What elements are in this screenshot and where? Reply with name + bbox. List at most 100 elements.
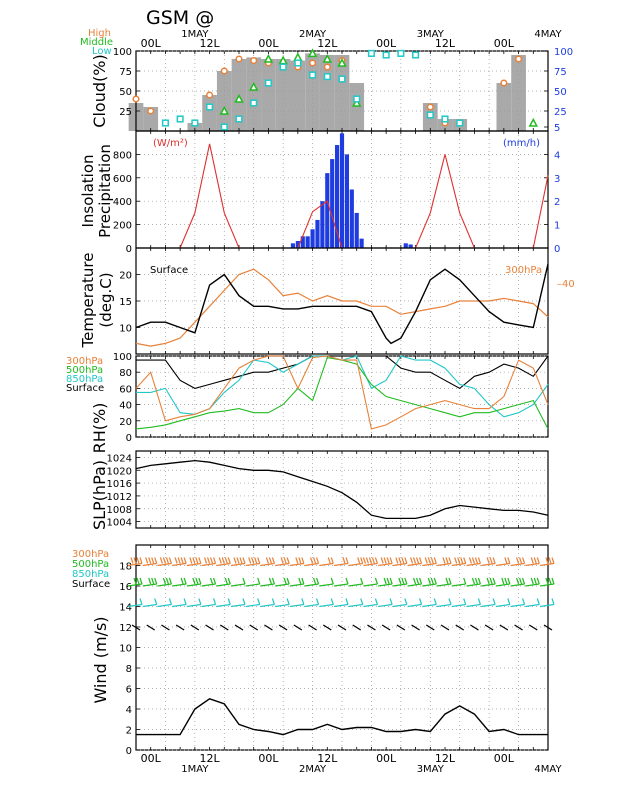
wind-barb: [260, 583, 275, 587]
precip-bar: [354, 212, 359, 248]
wind-barb: [416, 577, 420, 585]
cloud-ylabel: Cloud(%): [90, 54, 109, 127]
wind-barb: [427, 557, 431, 564]
y-tick-label: 2: [126, 726, 132, 737]
wind-barb: [280, 557, 284, 564]
wind-barb: [257, 557, 261, 564]
wind-barb: [213, 598, 217, 605]
wind-barb: [470, 624, 479, 631]
low-cloud-marker: [279, 63, 287, 71]
wind-barb: [221, 557, 225, 564]
wind-barb: [392, 583, 407, 587]
y-tick-label: 0: [126, 433, 132, 444]
wind-barb: [298, 557, 302, 564]
middle-cloud-marker: [248, 81, 259, 91]
day-label: 3MAY: [417, 764, 445, 775]
high-cloud-marker: [515, 55, 523, 63]
y-tick-label: 200: [113, 221, 132, 232]
wind-barb: [486, 577, 490, 585]
wind-barb: [386, 557, 390, 564]
wind-barb: [186, 562, 201, 567]
wind-barb: [416, 557, 420, 564]
wind-barb: [218, 557, 222, 564]
wind-barb: [180, 557, 184, 564]
wind-barb: [374, 557, 378, 564]
wind-barb: [195, 557, 199, 564]
wind-barb: [543, 624, 553, 631]
cloud-total-bar: [261, 59, 276, 131]
wind-barb: [501, 577, 505, 585]
wind-barb: [219, 624, 229, 631]
low-cloud-marker: [382, 51, 390, 59]
right-y-tick-label: 2: [554, 197, 560, 208]
y-tick-label: 0: [126, 244, 132, 255]
wind-barb: [224, 557, 228, 564]
wind-barb: [192, 557, 196, 564]
wind-barb: [227, 557, 231, 564]
wind-barb: [440, 624, 450, 631]
right-y-tick-label: 50: [554, 87, 567, 98]
low-cloud-marker: [309, 71, 317, 79]
wind-barb: [457, 557, 461, 564]
wind-barb: [271, 598, 275, 605]
cloud-total-bar: [246, 57, 262, 131]
wind-barb: [401, 557, 405, 564]
low-cloud-marker: [176, 115, 184, 123]
wind-barb: [186, 583, 201, 587]
wind-barb: [162, 577, 166, 585]
wind-barb: [236, 557, 240, 564]
wind-barb: [374, 598, 378, 605]
y-tick-label: 12: [119, 623, 132, 634]
y-tick-label: 15: [119, 297, 132, 308]
wind-barb: [348, 603, 363, 608]
high-cloud-marker: [235, 55, 243, 63]
wind-barb: [289, 583, 304, 587]
wind-barb: [205, 624, 214, 631]
wind-barb: [172, 583, 187, 587]
wind-barb: [486, 557, 490, 564]
wind-barb: [224, 577, 228, 585]
wind-barb: [286, 557, 290, 564]
precip-bar: [310, 229, 315, 248]
high-cloud-marker: [147, 107, 155, 115]
middle-cloud-marker: [307, 48, 318, 58]
wind-barb: [148, 577, 152, 585]
wind-barb: [239, 557, 243, 564]
wind-barb: [151, 577, 155, 585]
wind-barb: [551, 577, 555, 585]
wind-barb: [463, 577, 467, 585]
wind-barb: [471, 557, 475, 564]
wind-barb: [477, 557, 481, 564]
hour-label: 00L: [376, 752, 397, 765]
wind-barb: [319, 562, 334, 567]
wind-barb: [492, 598, 496, 605]
wind-barb: [213, 557, 217, 564]
wind-barb: [161, 624, 170, 631]
hour-label: 12L: [200, 37, 221, 50]
wind-barb: [507, 577, 511, 585]
high-cloud-marker: [132, 95, 140, 103]
wind-barb: [249, 624, 259, 631]
wind-barb: [519, 577, 523, 585]
wind-legend-300: 300hPa: [72, 549, 109, 560]
wind-barb: [510, 583, 525, 587]
cloud-total-bar: [319, 55, 335, 131]
wind-barb: [242, 577, 246, 585]
wind-barb: [396, 624, 406, 631]
wind-barb: [275, 562, 290, 567]
low-cloud-marker: [397, 49, 405, 57]
wind-barb: [419, 557, 423, 564]
wind-barb: [190, 624, 200, 631]
y-tick-label: 14: [119, 603, 132, 614]
wind-barb: [427, 577, 431, 585]
wind-barb: [139, 598, 143, 605]
hour-label: 12L: [317, 752, 338, 765]
y-tick-label: 1016: [107, 479, 132, 490]
hour-label: 00L: [376, 37, 397, 50]
hour-label: 00L: [141, 37, 162, 50]
wind-barb: [304, 583, 319, 587]
wind-barb: [463, 557, 467, 564]
wind-barb: [525, 603, 540, 608]
rh-300hpa-line: [135, 355, 549, 430]
wind-barb: [319, 583, 334, 587]
